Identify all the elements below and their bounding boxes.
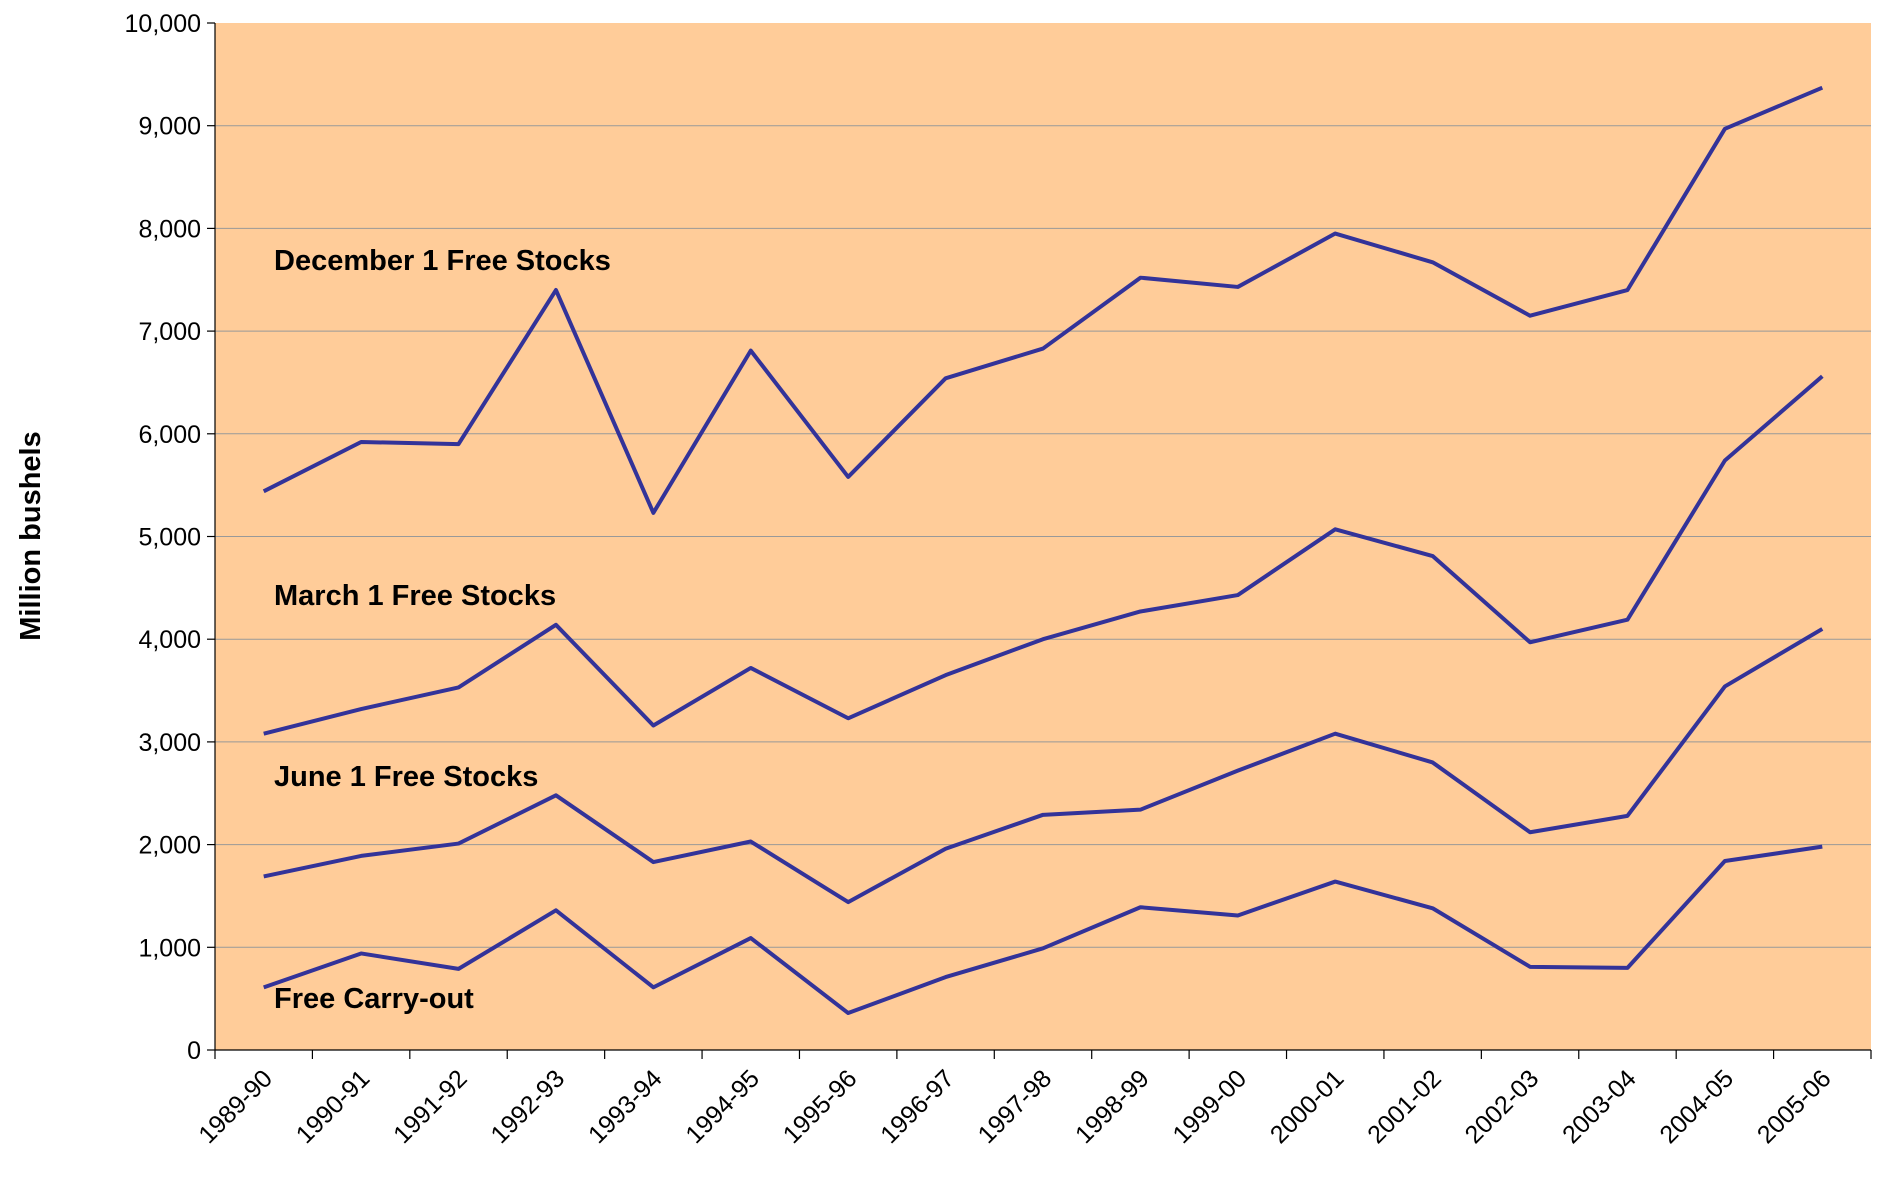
x-tick-label: 2001-02 [1362,1064,1447,1149]
series-label: Free Carry-out [274,983,474,1015]
x-tick-label: 1998-99 [1070,1064,1155,1149]
x-tick-label: 1997-98 [973,1064,1058,1149]
x-tick-label: 2003-04 [1557,1064,1642,1149]
x-tick-label: 1996-97 [875,1064,960,1149]
y-tick-label: 2,000 [138,832,201,860]
y-tick-label: 6,000 [138,421,201,449]
series-label: December 1 Free Stocks [274,245,611,277]
series-line [263,627,1824,905]
x-tick-label: 2000-01 [1265,1064,1350,1149]
y-tick-label: 0 [187,1037,201,1065]
series-line [263,844,1823,1016]
x-tick-label: 1991-92 [388,1064,473,1149]
x-tick-label: 1992-93 [486,1064,571,1149]
x-tick-label: 1989-90 [193,1064,278,1149]
series-line [262,85,1824,515]
y-tick-label: 4,000 [138,626,201,654]
y-tick-label: 7,000 [138,318,201,346]
y-tick-label: 9,000 [138,113,201,141]
x-tick-label: 2004-05 [1654,1064,1739,1149]
y-tick-label: 10,000 [125,10,201,38]
series-label: March 1 Free Stocks [274,580,556,612]
x-tick-label: 1990-91 [291,1064,376,1149]
y-tick-label: 1,000 [138,934,201,962]
series-line [263,374,1824,736]
series-label: June 1 Free Stocks [274,761,538,793]
y-tick-label: 3,000 [138,729,201,757]
x-tick-label: 1994-95 [680,1064,765,1149]
y-tick-label: 8,000 [138,215,201,243]
x-tick-label: 2005-06 [1752,1064,1837,1149]
x-tick-label: 1993-94 [583,1064,668,1149]
y-tick-label: 5,000 [138,524,201,552]
x-tick-label: 1999-00 [1167,1064,1252,1149]
x-tick-label: 2002-03 [1460,1064,1545,1149]
x-tick-label: 1995-96 [778,1064,863,1149]
y-axis-label: Million bushels [15,431,47,640]
